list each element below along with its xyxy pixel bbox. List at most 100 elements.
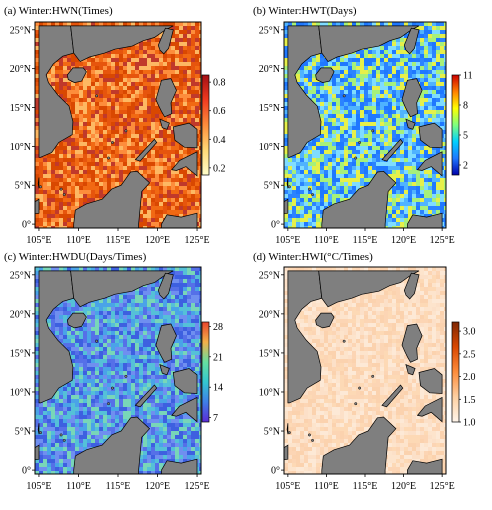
land-mask — [161, 212, 198, 228]
y-tick-label: 15°N — [259, 103, 280, 114]
land-mask — [157, 272, 174, 300]
land-mask — [67, 312, 87, 329]
y-tick-label: 0° — [22, 466, 31, 477]
x-tick-label: 105°E — [26, 481, 51, 492]
land-mask — [171, 151, 198, 177]
land-mask — [286, 177, 289, 189]
land-mask — [315, 67, 335, 83]
land-mask — [287, 270, 323, 404]
island-mark — [111, 141, 114, 144]
land-mask — [155, 323, 177, 363]
colorbar-tick-label: 28 — [213, 322, 223, 333]
land-mask — [403, 27, 420, 55]
land-mask — [172, 122, 198, 149]
colorbar-tick-label: 0.8 — [213, 78, 226, 89]
x-tick-label: 110°E — [314, 235, 339, 246]
y-tick-label: 20°N — [10, 64, 31, 75]
panel-title: (b) Winter:HWT(Days) — [253, 5, 357, 17]
colorbar-tick-label: 21 — [213, 352, 223, 363]
y-tick-label: 20°N — [259, 64, 280, 75]
land-mask — [37, 423, 40, 435]
land-mask — [284, 444, 289, 460]
island-mark — [111, 386, 114, 390]
colorbar-tick-label: 5 — [463, 131, 468, 142]
map-field — [35, 22, 201, 228]
land-mask — [37, 177, 40, 189]
colorbar — [451, 321, 460, 423]
map-field — [35, 267, 201, 474]
x-tick-label: 110°E — [66, 481, 91, 492]
land-mask — [405, 118, 416, 130]
island-mark — [358, 141, 362, 144]
island-mark — [39, 431, 42, 435]
y-tick-label: 25°N — [10, 25, 31, 36]
y-tick-label: 0° — [271, 466, 280, 477]
land-mask — [134, 384, 158, 408]
y-tick-label: 15°N — [10, 103, 31, 114]
y-tick-label: 5°N — [264, 427, 280, 438]
panel-c: (c) Winter:HWDU(Days/Times) 0° 5°N 10°N 15°N… — [4, 251, 223, 492]
land-mask — [416, 396, 443, 423]
x-tick-label: 105°E — [275, 235, 300, 246]
x-tick-label: 105°E — [26, 235, 51, 246]
island-mark — [358, 386, 362, 390]
island-mark — [311, 438, 314, 442]
island-mark — [62, 193, 66, 197]
island-mark — [95, 94, 99, 98]
land-mask — [161, 458, 198, 474]
y-tick-label: 5°N — [264, 181, 280, 192]
colorbar-tick-label: 2.0 — [463, 372, 476, 383]
x-tick-label: 115°E — [106, 481, 131, 492]
colorbar-tick-label: 1.0 — [463, 418, 476, 429]
land-mask — [159, 364, 170, 376]
land-mask — [35, 444, 40, 460]
panel-d: (d) Winter:HWI(°C/Times) 0° 5°N 10°N 15°N 20°… — [253, 251, 476, 492]
x-tick-label: 115°E — [353, 481, 378, 492]
x-tick-label: 120°E — [391, 235, 416, 246]
x-tick-label: 120°E — [145, 481, 170, 492]
island-mark — [124, 374, 128, 378]
land-mask — [407, 212, 443, 228]
x-tick-label: 120°E — [145, 235, 170, 246]
colorbar — [201, 74, 210, 176]
x-tick-label: 115°E — [106, 235, 131, 246]
y-tick-label: 25°N — [259, 270, 280, 281]
land-mask — [38, 270, 75, 404]
y-tick-label: 0° — [271, 220, 280, 231]
land-mask — [284, 198, 289, 215]
land-mask — [171, 396, 198, 423]
y-tick-label: 5°N — [15, 181, 31, 192]
colorbar-tick-label: 11 — [463, 71, 473, 82]
land-mask — [315, 312, 335, 329]
panel-title: (d) Winter:HWI(°C/Times) — [253, 251, 373, 263]
land-mask — [287, 25, 323, 158]
y-tick-label: 5°N — [15, 427, 31, 438]
colorbar — [201, 321, 210, 423]
land-mask — [38, 25, 75, 158]
island-mark — [342, 94, 346, 98]
island-mark — [39, 185, 42, 189]
panel-a: (a) Winter:HWN(Times) 0° 5°N 10°N 15°N 20°N 25… — [4, 5, 226, 246]
land-mask — [155, 78, 177, 118]
colorbar — [451, 74, 460, 176]
land-mask — [403, 272, 420, 300]
y-tick-label: 0° — [22, 220, 31, 231]
colorbar-tick-label: 14 — [213, 383, 223, 394]
island-mark — [95, 339, 99, 343]
island-mark — [59, 433, 63, 437]
y-tick-label: 10°N — [259, 387, 280, 398]
island-mark — [62, 438, 66, 442]
colorbar-tick-label: 1.5 — [463, 395, 476, 406]
land-mask — [157, 27, 174, 55]
land-mask — [401, 323, 423, 363]
land-mask — [321, 170, 397, 228]
x-tick-label: 110°E — [314, 481, 339, 492]
panel-title: (a) Winter:HWN(Times) — [4, 5, 113, 17]
map-field — [284, 22, 446, 228]
island-mark — [59, 187, 63, 191]
land-mask — [381, 138, 404, 162]
x-tick-label: 125°E — [184, 481, 209, 492]
y-tick-label: 10°N — [10, 387, 31, 398]
land-mask — [73, 170, 151, 228]
